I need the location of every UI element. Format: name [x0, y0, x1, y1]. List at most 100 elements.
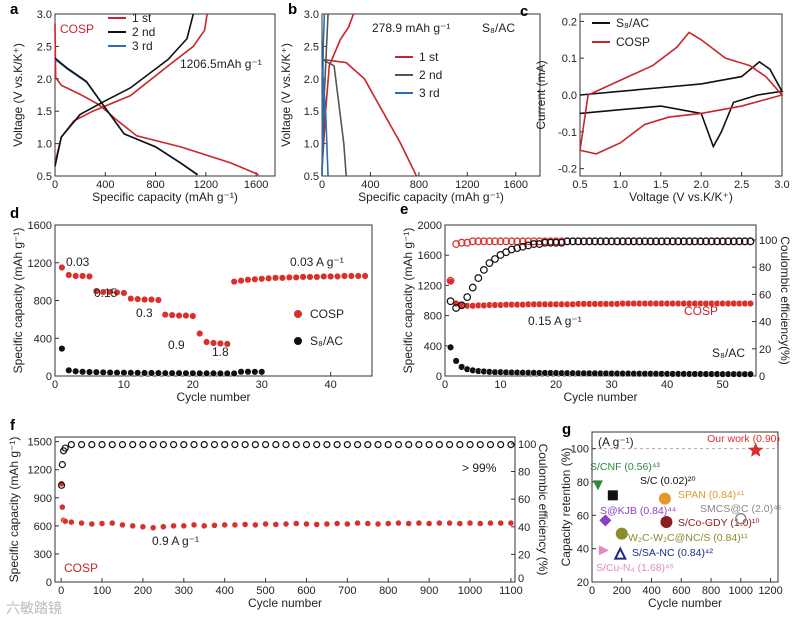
y-tick-label: 1200 [28, 465, 52, 477]
data-marker [598, 545, 609, 556]
data-point [740, 237, 749, 246]
data-point [127, 295, 135, 303]
data-point [262, 520, 269, 528]
data-point [258, 368, 266, 376]
watermark: 六敏踏镜 [6, 601, 62, 617]
data-point [629, 237, 638, 246]
data-point [265, 274, 273, 282]
legend-label: COSP [310, 307, 344, 321]
data-point [79, 272, 87, 280]
data-point [182, 312, 190, 320]
data-point [78, 519, 85, 527]
data-point [175, 369, 183, 377]
data-marker [592, 480, 603, 491]
data-point [474, 237, 483, 246]
data-point [241, 521, 249, 528]
point-label: S/C (0.02)²⁰ [640, 475, 696, 487]
data-point [258, 275, 266, 283]
data-point [476, 520, 484, 527]
data-point [106, 288, 114, 296]
y2-tick-label: 0 [518, 573, 524, 585]
data-point [113, 369, 121, 377]
data-point [596, 237, 605, 246]
y-tick-label: 2.0 [304, 74, 319, 86]
data-point [209, 339, 218, 347]
x-axis-label: Cycle number [648, 596, 722, 610]
data-point [591, 237, 599, 246]
data-point [139, 440, 147, 449]
data-point [108, 519, 116, 527]
data-point [344, 520, 351, 528]
x-tick-label: 400 [361, 179, 379, 191]
data-point [77, 440, 86, 449]
x-axis-label: Cycle number [248, 596, 322, 610]
y-tick-label: 2.5 [304, 41, 319, 53]
data-point [313, 521, 320, 528]
annotation: S₈/AC [482, 21, 515, 35]
data-point [641, 237, 649, 246]
series-line [579, 60, 784, 149]
y-tick-label: 3.0 [37, 9, 52, 21]
data-point [168, 311, 176, 319]
data-point [58, 345, 66, 353]
y-tick-label: 400 [34, 333, 52, 345]
data-point [252, 521, 259, 529]
data-point [168, 369, 176, 377]
y-tick-label: 1600 [28, 220, 52, 232]
data-point [272, 440, 280, 449]
legend-label: 2 nd [419, 68, 442, 82]
data-point [668, 237, 677, 246]
data-point [466, 519, 474, 527]
data-point [497, 440, 505, 449]
data-point [354, 272, 362, 280]
y-tick-label: 0 [46, 371, 52, 383]
data-point [735, 237, 744, 246]
x-tick-label: 0 [52, 179, 58, 191]
y2-tick-label: 0 [759, 371, 765, 383]
y-tick-label: 600 [34, 521, 52, 533]
x-tick-label: 1100 [499, 585, 523, 597]
data-point [200, 440, 208, 449]
y-tick-label: 900 [34, 493, 52, 505]
data-point [463, 238, 472, 247]
y-tick-label: 1.0 [37, 139, 52, 151]
data-point [518, 242, 527, 251]
x-axis-label: Specific capacity (mAh g⁻¹) [92, 190, 238, 204]
data-point [435, 440, 443, 449]
data-point [251, 275, 259, 283]
y-axis-label: Specific capacity (mAh g⁻¹) [401, 228, 415, 374]
data-point [707, 237, 716, 246]
y-axis-label: Current (mA) [534, 60, 548, 129]
plot-frame [591, 431, 779, 583]
legend-label: 3 rd [132, 39, 153, 53]
data-point [691, 237, 699, 246]
data-point [282, 520, 290, 528]
data-point [113, 288, 121, 297]
data-point [541, 238, 549, 247]
point-label: S/Co-GDY (1.0)¹⁰ [678, 517, 760, 529]
annotation: S₈/AC [712, 346, 745, 360]
data-point [58, 263, 66, 272]
data-point [129, 522, 136, 530]
y2-tick-label: 60 [518, 494, 530, 506]
data-point [169, 440, 178, 449]
x-tick-label: 100 [93, 585, 111, 597]
data-point [384, 520, 392, 527]
data-point [119, 521, 126, 529]
data-point [486, 440, 495, 449]
panel-letter: d [10, 205, 19, 222]
data-point [141, 369, 149, 377]
point-label: S/Cu-N₄ (1.68)⁴⁶ [596, 562, 674, 574]
annotation: COSP [60, 22, 94, 36]
data-point [292, 273, 300, 281]
data-marker [735, 512, 747, 525]
data-point [271, 274, 280, 282]
legend-label: 1 st [132, 11, 152, 25]
data-point [147, 369, 156, 377]
data-point [479, 237, 488, 246]
y-tick-label: 0.1 [562, 53, 577, 65]
legend-label: COSP [616, 35, 650, 49]
point-label: SMCS@C (2.0)⁴⁵ [700, 503, 782, 515]
x-tick-label: 3.0 [774, 179, 789, 191]
legend-label: S₈/AC [310, 334, 343, 348]
